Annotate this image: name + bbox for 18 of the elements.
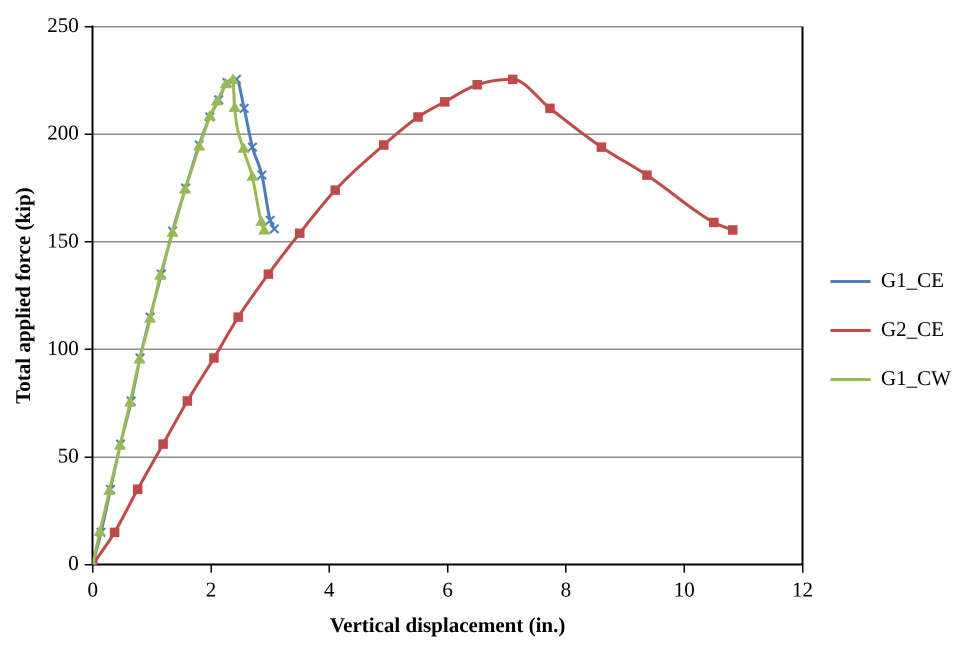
legend-label: G2_CE [881, 317, 944, 342]
legend-label: G1_CE [881, 268, 944, 292]
y-tick-label: 150 [47, 228, 79, 252]
y-tick-label: 250 [47, 13, 79, 38]
x-tick-label: 8 [560, 578, 572, 602]
x-tick-label: 12 [792, 578, 814, 602]
x-tick-label: 4 [324, 578, 336, 602]
legend-label: G1_CW [881, 366, 952, 390]
y-tick-label: 0 [68, 551, 79, 576]
y-tick-label: 200 [47, 120, 79, 145]
y-axis-title: Total applied force (kip) [11, 187, 36, 404]
y-tick-label: 100 [47, 336, 79, 360]
y-tick-label: 50 [58, 444, 79, 468]
x-axis-title: Vertical displacement (in.) [330, 612, 566, 637]
x-tick-label: 10 [674, 578, 695, 602]
x-tick-label: 2 [206, 578, 216, 602]
x-tick-label: 0 [87, 578, 98, 602]
x-tick-label: 6 [442, 578, 453, 602]
